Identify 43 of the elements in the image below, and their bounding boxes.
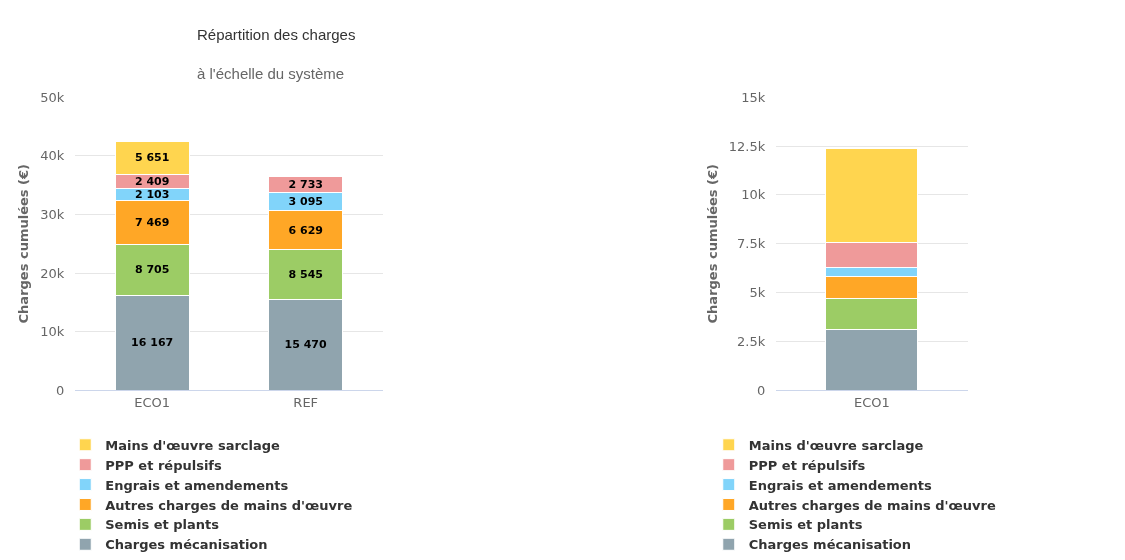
y-tick-label: 5k <box>749 285 766 301</box>
data-label: 5 651 <box>134 151 170 165</box>
y-tick-label: 10k <box>40 324 65 340</box>
x-tick-label: ECO1 <box>853 394 890 410</box>
x-tick-label: ECO1 <box>134 394 171 410</box>
data-label: 6 629 <box>288 223 323 237</box>
y-axis-title: Charges cumulées (€) <box>704 164 720 324</box>
legend-label: Charges mécanisation <box>748 537 912 553</box>
x-tick-label: REF <box>293 394 319 410</box>
data-label: 15 470 <box>284 338 327 352</box>
legend-label: Mains d'œuvre sarclage <box>105 437 281 453</box>
legend-label: Semis et plants <box>748 517 863 533</box>
y-tick-label: 10k <box>741 187 766 203</box>
y-axis-title: Charges cumulées (€) <box>16 164 32 324</box>
legend-label: Mains d'œuvre sarclage <box>748 437 924 453</box>
data-label: 3 095 <box>288 195 323 209</box>
legend-label: Autres charges de mains d'œuvre <box>105 497 353 513</box>
y-tick-label: 20k <box>40 265 65 281</box>
y-tick-label: 0 <box>56 382 65 398</box>
data-label: 7 469 <box>134 216 170 230</box>
y-tick-label: 50k <box>40 89 65 105</box>
legend-label: Semis et plants <box>105 517 220 533</box>
y-tick-label: 12.5k <box>728 138 766 154</box>
chart-subtitle: à l'échelle du système <box>197 65 345 82</box>
y-tick-label: 0 <box>756 382 766 398</box>
y-tick-label: 15k <box>741 89 766 105</box>
y-tick-label: 7.5k <box>737 236 766 252</box>
data-label: 2 733 <box>288 178 323 192</box>
data-label: 16 167 <box>131 336 174 350</box>
y-tick-label: 30k <box>40 207 65 222</box>
data-label: 8 705 <box>134 263 170 277</box>
legend-label: Engrais et amendements <box>748 477 932 493</box>
legend-label: Engrais et amendements <box>105 477 289 493</box>
y-tick-label: 2.5k <box>737 333 766 349</box>
legend-label: Charges mécanisation <box>105 537 268 553</box>
data-label: 2 409 <box>134 174 170 188</box>
chart-title: Répartition des charges <box>197 26 356 43</box>
data-label: 2 103 <box>134 188 170 202</box>
y-tick-label: 40k <box>40 148 65 164</box>
legend-label: PPP et répulsifs <box>105 457 223 473</box>
legend-label: Autres charges de mains d'œuvre <box>748 497 996 513</box>
legend-label: PPP et répulsifs <box>748 457 866 473</box>
data-label: 8 545 <box>288 268 323 282</box>
